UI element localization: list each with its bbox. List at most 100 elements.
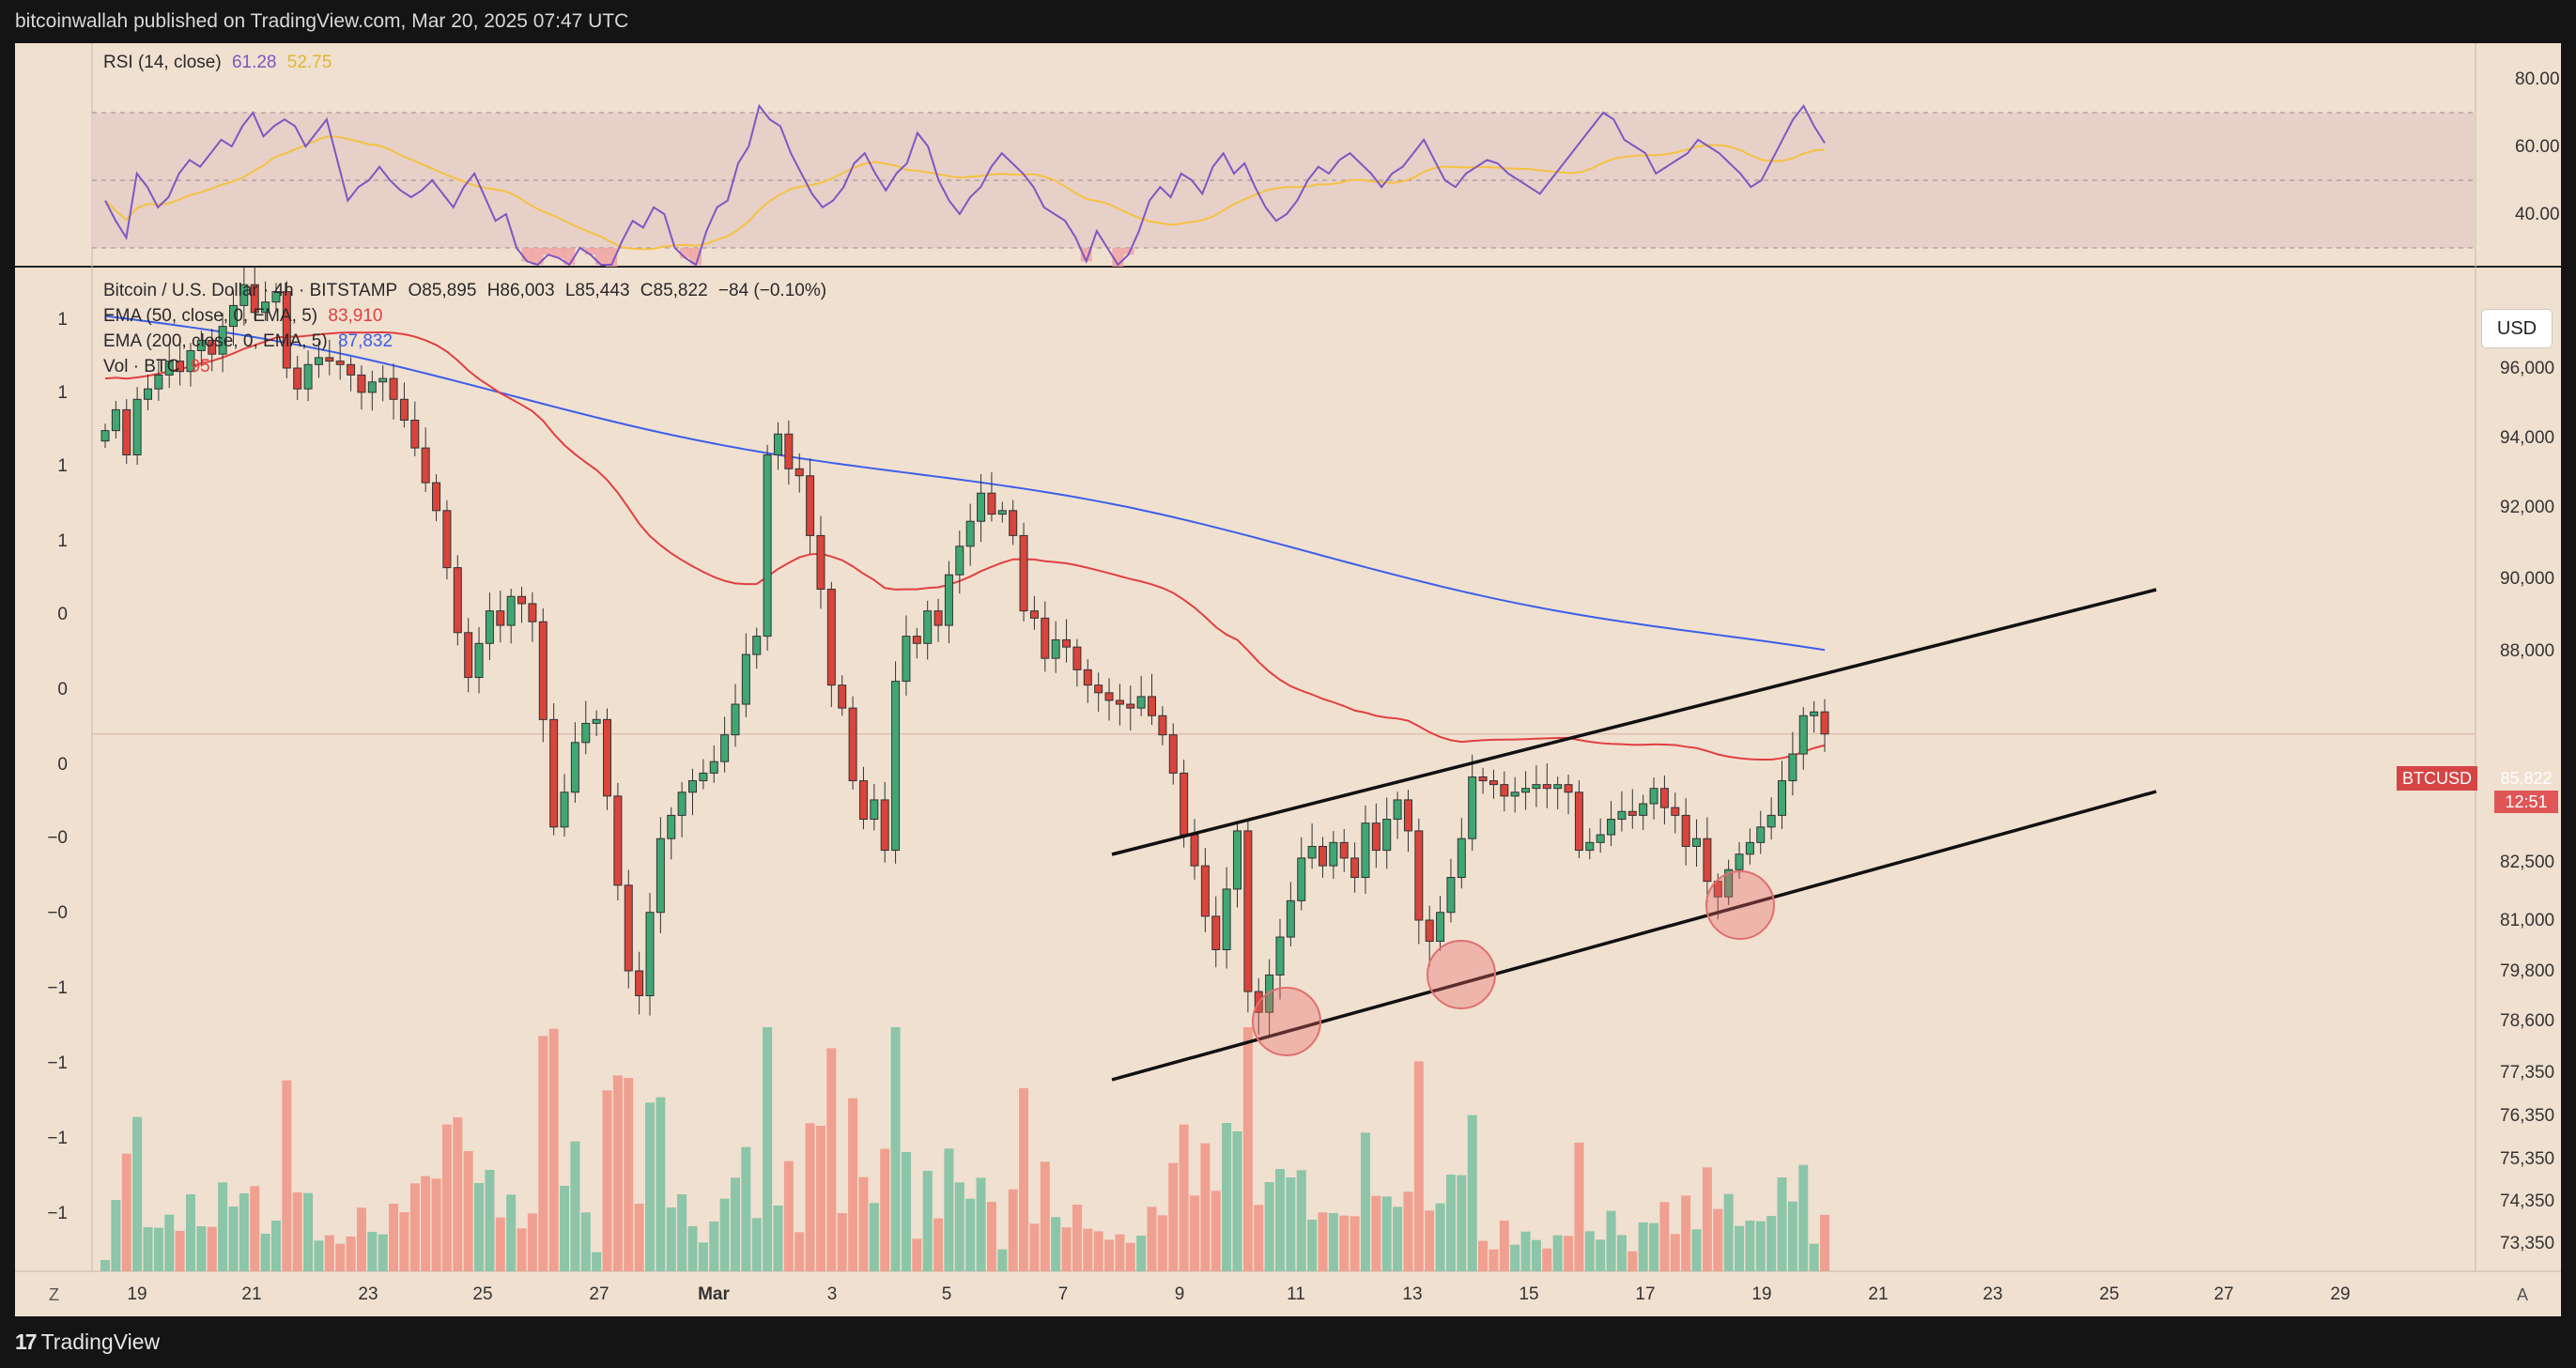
candle (474, 642, 484, 679)
volume-bar (260, 1234, 270, 1271)
candle (132, 398, 142, 455)
chart-frame[interactable]: 80.00 60.00 40.00 96,000 94,000 92,000 90,000 8… (15, 43, 2561, 1316)
volume-bar (1499, 1221, 1509, 1271)
price-tick-label: 94,000 (2500, 428, 2554, 448)
candle (1810, 711, 1819, 716)
volume-bar (367, 1232, 378, 1271)
volume-bar (1425, 1210, 1435, 1271)
volume-bar (1681, 1195, 1691, 1271)
candle (731, 703, 740, 736)
left-tick-label: −1 (47, 1129, 68, 1148)
volume-bar (1413, 1061, 1424, 1271)
publish-info: bitcoinwallah published on TradingView.c… (15, 10, 629, 32)
volume-bar (228, 1207, 239, 1271)
zoom-button[interactable]: Z (49, 1285, 59, 1304)
volume-bar (218, 1182, 228, 1271)
volume-bar (1264, 1182, 1274, 1271)
volume-bar (1093, 1231, 1103, 1271)
volume-bar (1200, 1143, 1211, 1271)
candle (603, 718, 612, 797)
candle (538, 621, 548, 720)
volume-bar (1019, 1088, 1029, 1271)
candle (1307, 845, 1317, 859)
volume-bar (1008, 1189, 1018, 1271)
volume-bar (912, 1238, 922, 1271)
symbol-legend[interactable]: Bitcoin / U.S. Dollar · 4h · BITSTAMP O8… (103, 281, 832, 301)
volume-bar (1445, 1175, 1456, 1271)
volume-bar (1061, 1227, 1072, 1271)
candle (1051, 638, 1060, 659)
volume-bar (132, 1116, 143, 1271)
rsi-oversold-fill (584, 248, 596, 255)
vol-legend[interactable]: Vol · BTC 95 (103, 357, 216, 377)
candle (1649, 788, 1658, 805)
candle (1403, 799, 1412, 832)
candle (1243, 830, 1253, 992)
candle (1542, 784, 1551, 790)
volume-bar (1051, 1217, 1061, 1271)
candle (592, 718, 601, 724)
rsi-legend[interactable]: RSI (14, close) 61.28 52.75 (103, 53, 337, 73)
volume-bar (1179, 1124, 1189, 1271)
time-tick-label: 11 (1287, 1284, 1305, 1304)
support-touch-circle (1705, 870, 1775, 940)
candle (347, 363, 356, 376)
volume-bar (1574, 1143, 1584, 1271)
ema200-line (104, 315, 1826, 652)
candle (154, 374, 163, 390)
volume-bar (506, 1194, 517, 1271)
currency-button[interactable]: USD (2481, 309, 2553, 348)
volume-bar (1157, 1215, 1167, 1271)
candle (560, 792, 569, 828)
ohlc-close: C85,822 (640, 281, 708, 300)
volume-bar (1531, 1239, 1541, 1271)
volume-bar (783, 1160, 794, 1271)
left-tick-label: 0 (57, 680, 68, 699)
candle (1222, 888, 1231, 951)
auto-scale-button[interactable]: A (2517, 1285, 2529, 1304)
candle (944, 574, 953, 626)
time-tick-label: 19 (127, 1284, 147, 1304)
volume-bar (1029, 1223, 1040, 1271)
candle (763, 454, 772, 638)
volume-bar (335, 1243, 346, 1271)
volume-bar (1691, 1229, 1702, 1271)
candle (902, 636, 911, 683)
candle (709, 761, 718, 774)
ema50-legend[interactable]: EMA (50, close, 0, EMA, 5) 83,910 (103, 306, 389, 327)
volume-bar (1115, 1234, 1125, 1271)
time-tick-label: 13 (1402, 1284, 1422, 1304)
volume-bar (687, 1226, 698, 1271)
volume-bar (580, 1212, 591, 1271)
tradingview-logo[interactable]: 17 TradingView (15, 1330, 160, 1355)
chart-canvas[interactable]: 80.00 60.00 40.00 96,000 94,000 92,000 90,000 8… (15, 43, 2561, 1316)
candle (1339, 841, 1349, 859)
volume-bar (1350, 1216, 1360, 1271)
volume-bar (1083, 1228, 1093, 1271)
volume-bar (805, 1123, 815, 1271)
candle (1329, 841, 1338, 867)
candle (1724, 868, 1734, 898)
left-tick-label: 0 (57, 605, 68, 624)
ohlc-high: H86,003 (486, 281, 555, 300)
volume-bar (1072, 1205, 1082, 1271)
candle (699, 772, 708, 782)
candle (1798, 715, 1808, 755)
volume-bar (794, 1232, 805, 1271)
left-tick-label: 1 (57, 383, 68, 403)
volume-bar (1713, 1208, 1723, 1271)
candle (1126, 703, 1135, 709)
volume-bar (1274, 1169, 1285, 1271)
candle (987, 492, 996, 515)
candle (1671, 807, 1680, 816)
volume-bar (100, 1260, 110, 1271)
volume-bar (250, 1186, 260, 1271)
candle (1393, 799, 1402, 821)
candle (111, 408, 120, 432)
time-tick-label: 21 (241, 1284, 261, 1304)
candle (870, 799, 879, 821)
volume-bar (1360, 1132, 1370, 1271)
price-tag-value: 85,822 (2500, 769, 2553, 788)
ohlc-low: L85,443 (564, 281, 630, 300)
ema200-legend[interactable]: EMA (200, close, 0, EMA, 5) 87,832 (103, 331, 398, 352)
